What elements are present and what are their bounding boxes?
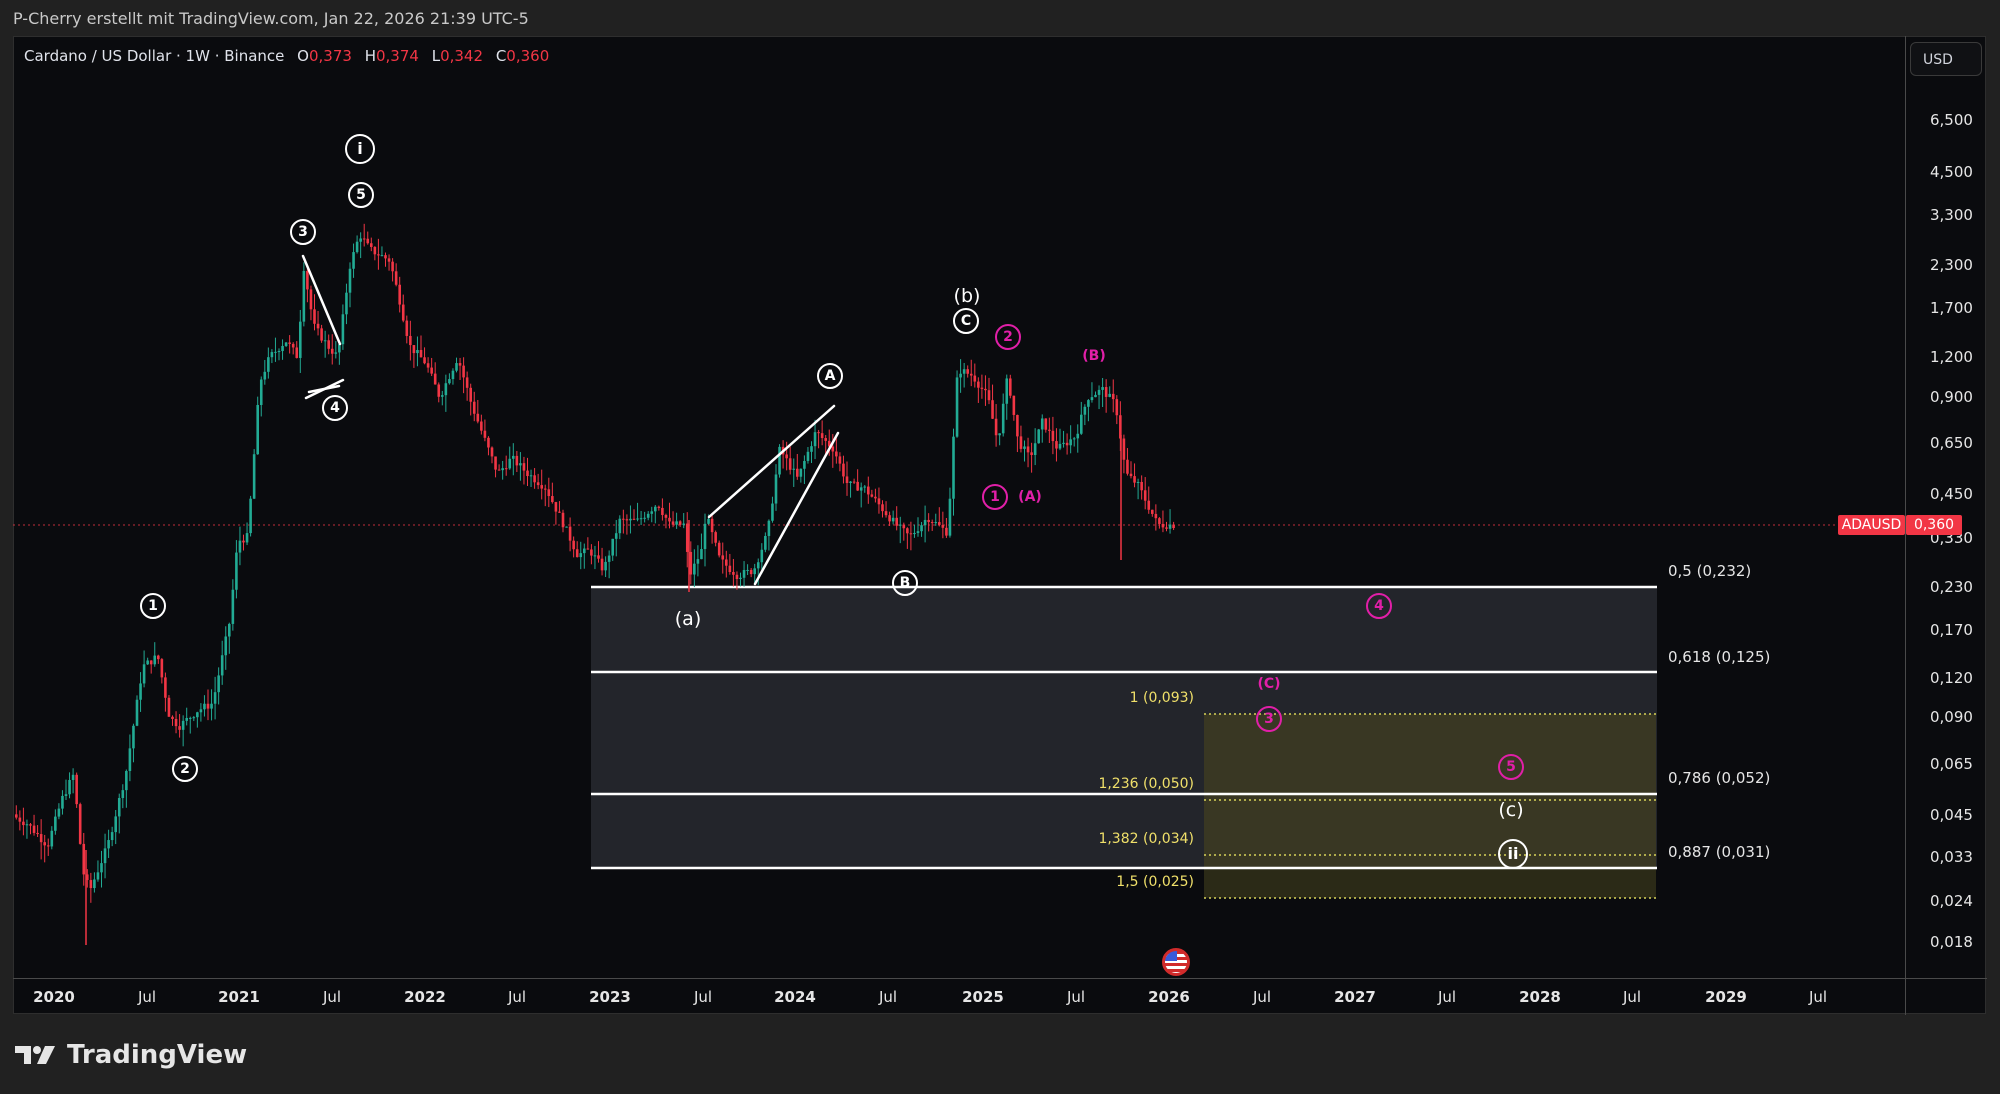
- time-tick: 2026: [1148, 988, 1190, 1006]
- axis-corner: [1905, 978, 1987, 1015]
- wave-label-pink-4: 4: [1366, 593, 1392, 619]
- last-price-tag: 0,360: [1906, 515, 1962, 535]
- wave-label-A: A: [817, 363, 843, 389]
- fib-level-0.5: 0,5 (0,232): [1668, 562, 1752, 580]
- chart-caption: P-Cherry erstellt mit TradingView.com, J…: [13, 9, 529, 28]
- time-tick: 2021: [218, 988, 260, 1006]
- price-tick: 0,450: [1930, 485, 1973, 503]
- us-economic-event-icon[interactable]: [1162, 948, 1190, 976]
- wave-label-B: B: [892, 570, 918, 596]
- price-tick: 0,650: [1930, 434, 1973, 452]
- close-value: 0,360: [506, 47, 550, 65]
- time-tick: Jul: [507, 988, 527, 1006]
- currency-button[interactable]: USD: [1910, 42, 1982, 76]
- time-tick: 2027: [1334, 988, 1376, 1006]
- time-tick: Jul: [1622, 988, 1642, 1006]
- price-tick: 2,300: [1930, 256, 1973, 274]
- symbol-legend: Cardano / US Dollar · 1W · Binance O0,37…: [24, 47, 549, 65]
- ext-level-1.236: 1,236 (0,050): [1098, 776, 1194, 792]
- high-value: 0,374: [375, 47, 419, 65]
- tradingview-logo[interactable]: TradingView: [15, 1040, 247, 1070]
- plot-area[interactable]: [13, 36, 1905, 978]
- time-tick: 2020: [33, 988, 75, 1006]
- ext-level-1.5: 1,5 (0,025): [1116, 874, 1194, 890]
- price-tick: 1,700: [1930, 299, 1973, 317]
- time-tick: 2025: [962, 988, 1004, 1006]
- wave-label-b: (b): [953, 285, 981, 307]
- wave-label-pink-3: 3: [1256, 706, 1282, 732]
- wave-label-2: 2: [172, 756, 198, 782]
- time-tick: Jul: [1066, 988, 1086, 1006]
- wave-label-pink-A: (A): [1018, 489, 1042, 505]
- wave-label-c: (c): [1498, 799, 1524, 821]
- fib-level-0.887: 0,887 (0,031): [1668, 843, 1771, 861]
- fib-level-0.618: 0,618 (0,125): [1668, 648, 1771, 666]
- wave-label-pink-2: 2: [995, 324, 1021, 350]
- time-tick: Jul: [1437, 988, 1457, 1006]
- wave-label-ii: ii: [1498, 839, 1528, 869]
- price-axis[interactable]: [1905, 36, 1987, 978]
- time-tick: 2022: [404, 988, 446, 1006]
- time-tick: Jul: [693, 988, 713, 1006]
- low-value: 0,342: [440, 47, 484, 65]
- fib-level-0.786: 0,786 (0,052): [1668, 769, 1771, 787]
- price-chart[interactable]: [13, 36, 1905, 978]
- time-tick: 2023: [589, 988, 631, 1006]
- price-tick: 0,170: [1930, 621, 1973, 639]
- price-tick: 3,300: [1930, 206, 1973, 224]
- wave-label-5: 5: [348, 182, 374, 208]
- time-tick: Jul: [878, 988, 898, 1006]
- price-tick: 6,500: [1930, 111, 1973, 129]
- wave-label-a: (a): [674, 608, 702, 630]
- symbol-name: Cardano / US Dollar · 1W · Binance: [24, 47, 285, 65]
- wave-label-pink-B: (B): [1082, 348, 1106, 364]
- price-tick: 4,500: [1930, 163, 1973, 181]
- price-tick: 0,230: [1930, 578, 1973, 596]
- price-tick: 0,120: [1930, 669, 1973, 687]
- wave-label-pink-C: (C): [1257, 676, 1281, 692]
- price-tick: 1,200: [1930, 348, 1973, 366]
- time-tick: Jul: [1808, 988, 1828, 1006]
- price-tick: 0,018: [1930, 933, 1973, 951]
- tradingview-logo-text: TradingView: [67, 1040, 248, 1070]
- price-tick: 0,900: [1930, 388, 1973, 406]
- high-label: H: [364, 47, 376, 65]
- price-tick: 0,090: [1930, 708, 1973, 726]
- trendline: [301, 254, 342, 346]
- time-tick: 2024: [774, 988, 816, 1006]
- time-tick: 2029: [1705, 988, 1747, 1006]
- wave-label-C: C: [953, 308, 979, 334]
- time-tick: 2028: [1519, 988, 1561, 1006]
- wave-label-3: 3: [290, 219, 316, 245]
- time-tick: Jul: [1252, 988, 1272, 1006]
- ext-level-1.382: 1,382 (0,034): [1098, 831, 1194, 847]
- wave-label-1: 1: [140, 593, 166, 619]
- fib-extension-lower: [1204, 868, 1656, 898]
- low-label: L: [431, 47, 441, 65]
- wave-label-4: 4: [322, 395, 348, 421]
- wave-label-pink-5: 5: [1498, 754, 1524, 780]
- time-tick: Jul: [137, 988, 157, 1006]
- wave-label-i: i: [345, 134, 375, 164]
- open-value: 0,373: [308, 47, 352, 65]
- time-tick: Jul: [322, 988, 342, 1006]
- tradingview-logo-icon: [15, 1046, 55, 1064]
- price-tick: 0,065: [1930, 755, 1973, 773]
- symbol-price-tag: ADAUSD: [1838, 515, 1905, 535]
- wave-label-pink-1: 1: [982, 484, 1008, 510]
- ext-level-1: 1 (0,093): [1129, 690, 1194, 706]
- close-label: C: [495, 47, 507, 65]
- open-label: O: [297, 47, 309, 65]
- time-axis[interactable]: [13, 978, 1905, 1015]
- price-tick: 0,045: [1930, 806, 1973, 824]
- price-tick: 0,024: [1930, 892, 1973, 910]
- price-tick: 0,033: [1930, 848, 1973, 866]
